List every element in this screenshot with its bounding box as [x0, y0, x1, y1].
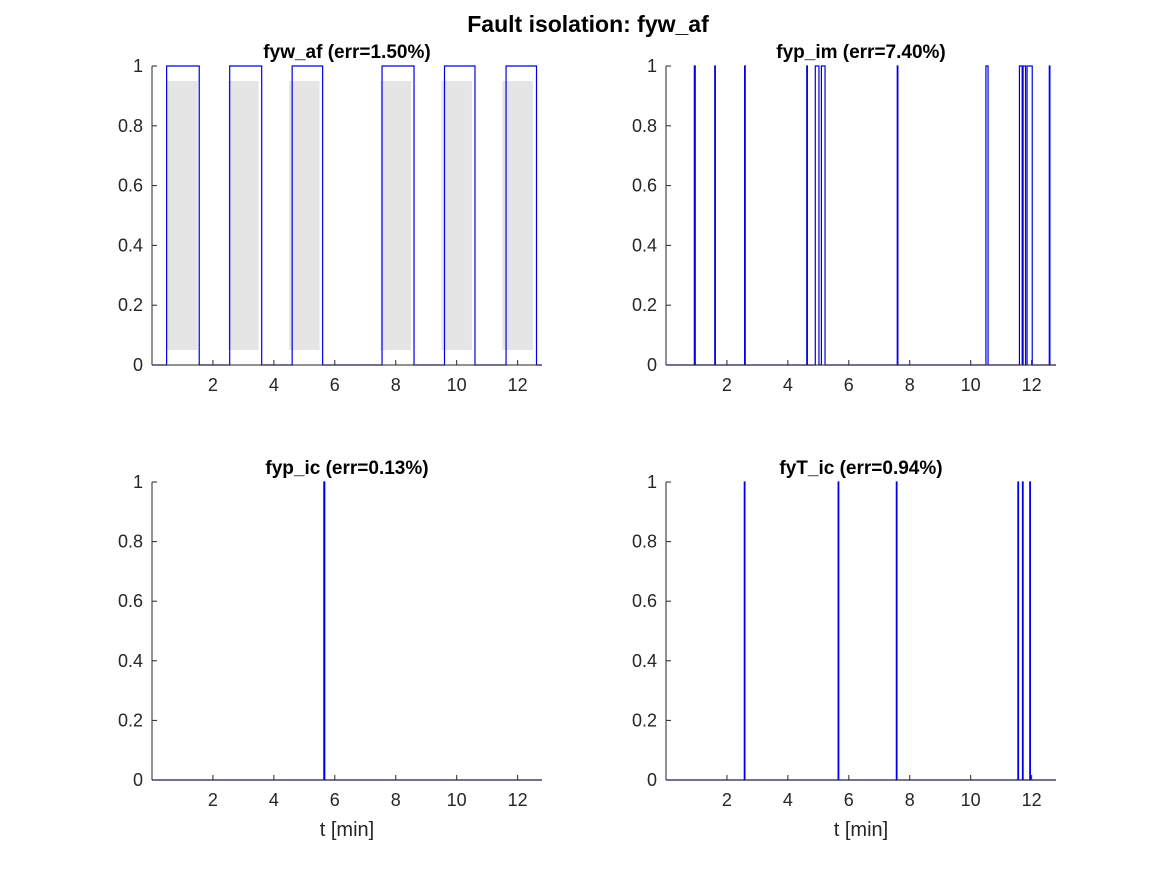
- subplot-title: fyw_af (err=1.50%): [263, 42, 430, 63]
- x-tick-label: 10: [447, 375, 467, 395]
- x-tick-label: 6: [330, 790, 340, 810]
- y-tick-label: 0.8: [632, 532, 657, 552]
- signal-line: [152, 65, 542, 366]
- x-tick-label: 6: [844, 375, 854, 395]
- y-tick-label: 0.6: [632, 176, 657, 196]
- y-tick-label: 0.4: [118, 651, 143, 671]
- y-tick-label: 0.2: [632, 710, 657, 730]
- x-axis-label: t [min]: [834, 819, 888, 841]
- x-tick-label: 12: [508, 375, 528, 395]
- x-tick-label: 8: [905, 375, 915, 395]
- y-tick-label: 1: [133, 56, 143, 76]
- x-tick-label: 6: [330, 375, 340, 395]
- x-tick-label: 4: [783, 375, 793, 395]
- x-tick-label: 4: [783, 790, 793, 810]
- y-tick-label: 0.8: [118, 116, 143, 136]
- subplot-title: fyp_ic (err=0.13%): [265, 458, 428, 479]
- y-tick-label: 0.6: [118, 591, 143, 611]
- reference-band: [228, 80, 259, 351]
- x-tick-label: 8: [905, 790, 915, 810]
- x-tick-label: 8: [391, 375, 401, 395]
- signal-line: [152, 481, 542, 781]
- x-tick-label: 12: [1022, 790, 1042, 810]
- x-tick-label: 10: [961, 790, 981, 810]
- x-tick-label: 4: [269, 375, 279, 395]
- y-tick-label: 0: [647, 770, 657, 790]
- signal-line: [666, 65, 1056, 366]
- x-tick-label: 12: [1022, 375, 1042, 395]
- signal-line: [666, 481, 1056, 781]
- y-tick-label: 1: [133, 472, 143, 492]
- subplot-title: fyT_ic (err=0.94%): [779, 458, 942, 479]
- reference-band: [441, 80, 472, 351]
- y-tick-label: 0.6: [118, 176, 143, 196]
- x-tick-label: 2: [722, 375, 732, 395]
- x-tick-label: 2: [722, 790, 732, 810]
- figure-title: Fault isolation: fyw_af: [467, 11, 709, 37]
- x-tick-label: 4: [269, 790, 279, 810]
- reference-band: [380, 80, 411, 351]
- y-tick-label: 0.2: [118, 295, 143, 315]
- y-tick-label: 0.2: [632, 295, 657, 315]
- y-tick-label: 0.4: [118, 235, 143, 255]
- reference-band: [167, 80, 198, 351]
- x-tick-label: 6: [844, 790, 854, 810]
- x-axis-label: t [min]: [320, 819, 374, 841]
- x-tick-label: 2: [208, 375, 218, 395]
- y-tick-label: 0.6: [632, 591, 657, 611]
- y-tick-label: 1: [647, 56, 657, 76]
- y-tick-label: 0: [647, 355, 657, 375]
- x-tick-label: 10: [961, 375, 981, 395]
- x-tick-label: 2: [208, 790, 218, 810]
- x-tick-label: 10: [447, 790, 467, 810]
- y-tick-label: 0: [133, 355, 143, 375]
- subplot-title: fyp_im (err=7.40%): [776, 42, 946, 63]
- reference-band: [502, 80, 533, 351]
- y-tick-label: 0.2: [118, 710, 143, 730]
- y-tick-label: 0.4: [632, 651, 657, 671]
- y-tick-label: 0.8: [118, 532, 143, 552]
- reference-band: [289, 80, 320, 351]
- x-tick-label: 12: [508, 790, 528, 810]
- y-tick-label: 0.8: [632, 116, 657, 136]
- y-tick-label: 0: [133, 770, 143, 790]
- y-tick-label: 0.4: [632, 235, 657, 255]
- y-tick-label: 1: [647, 472, 657, 492]
- x-tick-label: 8: [391, 790, 401, 810]
